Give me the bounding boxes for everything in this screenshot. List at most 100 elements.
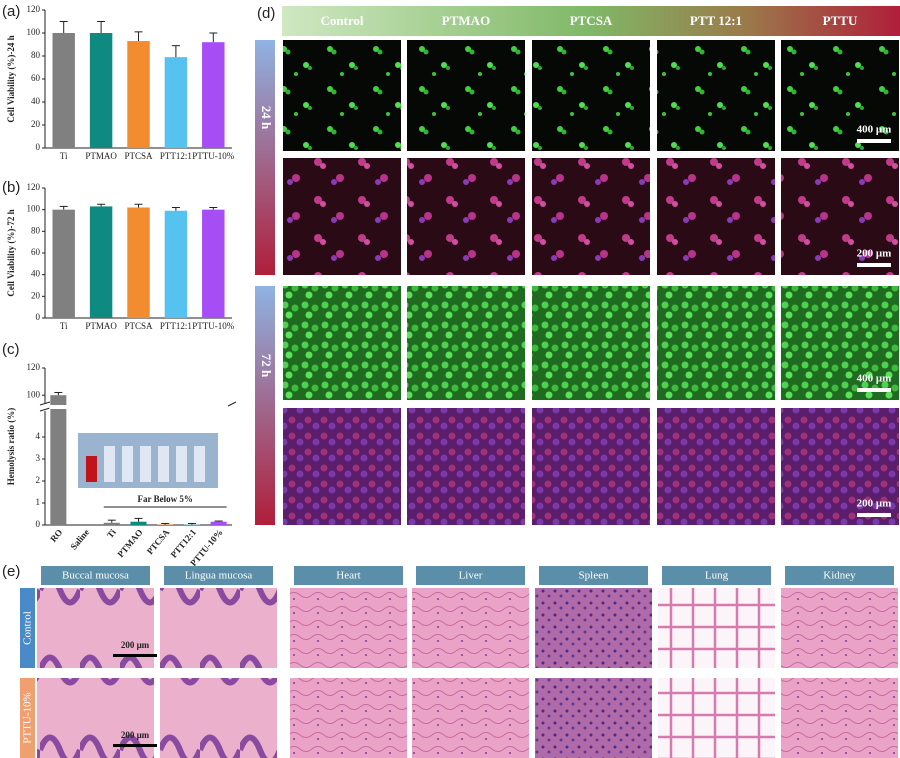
row-label: PTTU-10% [22, 692, 34, 743]
column-header: Buccal mucosa [62, 570, 129, 582]
row-label: Control [22, 611, 34, 645]
histology-image [781, 678, 898, 758]
column-header: PTTU [823, 13, 858, 28]
scale-bar [857, 388, 891, 392]
micrograph [657, 408, 775, 525]
x-tick-label: RO [48, 527, 64, 544]
x-tick-label: PTCSA [124, 151, 153, 161]
micrograph [283, 286, 401, 400]
scale-bar-label: 200 μm [857, 248, 892, 260]
y-tick-label: 1 [36, 497, 41, 507]
micrograph [283, 158, 401, 275]
x-tick-label: Saline [68, 527, 91, 551]
x-tick-label: Ti [60, 321, 68, 331]
scale-bar [857, 513, 891, 517]
y-tick-label: 0 [36, 519, 41, 529]
axis-break [49, 405, 68, 409]
bar [50, 395, 67, 525]
histology-image [535, 588, 652, 668]
annotation: Far Below 5% [138, 494, 193, 504]
histology-image [290, 588, 407, 668]
y-axis-label: Cell Viability (%)-72 h [6, 209, 16, 296]
bar [164, 57, 188, 148]
y-tick-label: 80 [31, 50, 41, 60]
panel-label: (b) [2, 179, 20, 196]
micrograph [657, 158, 775, 275]
y-tick-label: 100 [27, 204, 41, 214]
micrograph [407, 408, 525, 525]
panel-label: (c) [2, 341, 20, 358]
bar [52, 209, 75, 318]
micrograph [657, 286, 775, 400]
histology-image [535, 678, 652, 758]
scale-bar-label: 200 μm [857, 498, 892, 510]
y-tick-label: 120 [27, 362, 41, 372]
scale-bar [113, 654, 157, 657]
x-tick-label: PTCSA [124, 321, 153, 331]
micrograph [407, 286, 525, 400]
column-header: PTCSA [570, 13, 613, 28]
column-tab [416, 566, 525, 585]
x-tick-label: PTT12:1 [160, 321, 192, 331]
histology-image [412, 678, 529, 758]
bar [103, 522, 120, 525]
micrograph [781, 286, 899, 400]
column-tab [539, 566, 648, 585]
bar [89, 33, 113, 148]
x-tick-label: PTTU-10% [192, 151, 234, 161]
y-tick-label: 60 [31, 73, 41, 83]
micrograph [532, 408, 650, 525]
bar [202, 42, 225, 149]
histology-image [658, 588, 775, 668]
scale-bar [857, 139, 891, 143]
column-header: Heart [336, 570, 360, 582]
y-tick-label: 4 [36, 431, 41, 441]
scale-bar [113, 744, 157, 747]
x-tick-label: PTMAO [85, 151, 117, 161]
column-tab [662, 566, 771, 585]
x-tick-label: PTMAO [115, 527, 144, 559]
y-tick-label: 2 [36, 475, 41, 485]
panel-label: (a) [2, 3, 20, 20]
y-axis-label: Cell Viability (%)-24 h [6, 35, 16, 122]
bar [127, 41, 150, 148]
vial-photo [78, 433, 218, 488]
scale-bar-label: 400 μm [857, 124, 892, 136]
break-mark [227, 401, 237, 407]
bar [210, 521, 227, 525]
column-tab [164, 566, 273, 585]
scale-bar-label: 200 μm [121, 640, 150, 650]
row-label: 24 h [259, 106, 274, 130]
y-tick-label: 100 [27, 27, 41, 37]
row-label: 72 h [259, 354, 274, 378]
scale-bar-label: 200 μm [121, 730, 150, 740]
break-mark [39, 407, 51, 412]
scale-bar-label: 400 μm [857, 373, 892, 385]
column-header: Lung [705, 570, 729, 582]
y-tick-label: 120 [27, 182, 41, 192]
y-tick-label: 3 [36, 453, 41, 463]
bar [127, 207, 150, 318]
micrograph [283, 408, 401, 525]
micrograph [781, 158, 899, 275]
break-mark [39, 401, 51, 406]
column-header: PTMAO [442, 13, 490, 28]
histology-image [290, 678, 407, 758]
histology-image [781, 588, 898, 668]
y-tick-label: 120 [27, 4, 41, 14]
x-tick-label: PTT12:1 [160, 151, 192, 161]
x-tick-label: PTMAO [85, 321, 117, 331]
column-header: Spleen [579, 570, 609, 582]
column-header: Kidney [823, 570, 856, 582]
y-tick-label: 40 [31, 96, 41, 106]
micrograph [781, 408, 899, 525]
micrograph [781, 40, 899, 151]
y-tick-label: 80 [31, 225, 41, 235]
y-tick-label: 40 [31, 269, 41, 279]
scale-bar [857, 263, 891, 267]
column-header: PTT 12:1 [690, 13, 742, 28]
histology-image [160, 588, 277, 668]
row-tab [20, 678, 35, 758]
column-tab [785, 566, 894, 585]
